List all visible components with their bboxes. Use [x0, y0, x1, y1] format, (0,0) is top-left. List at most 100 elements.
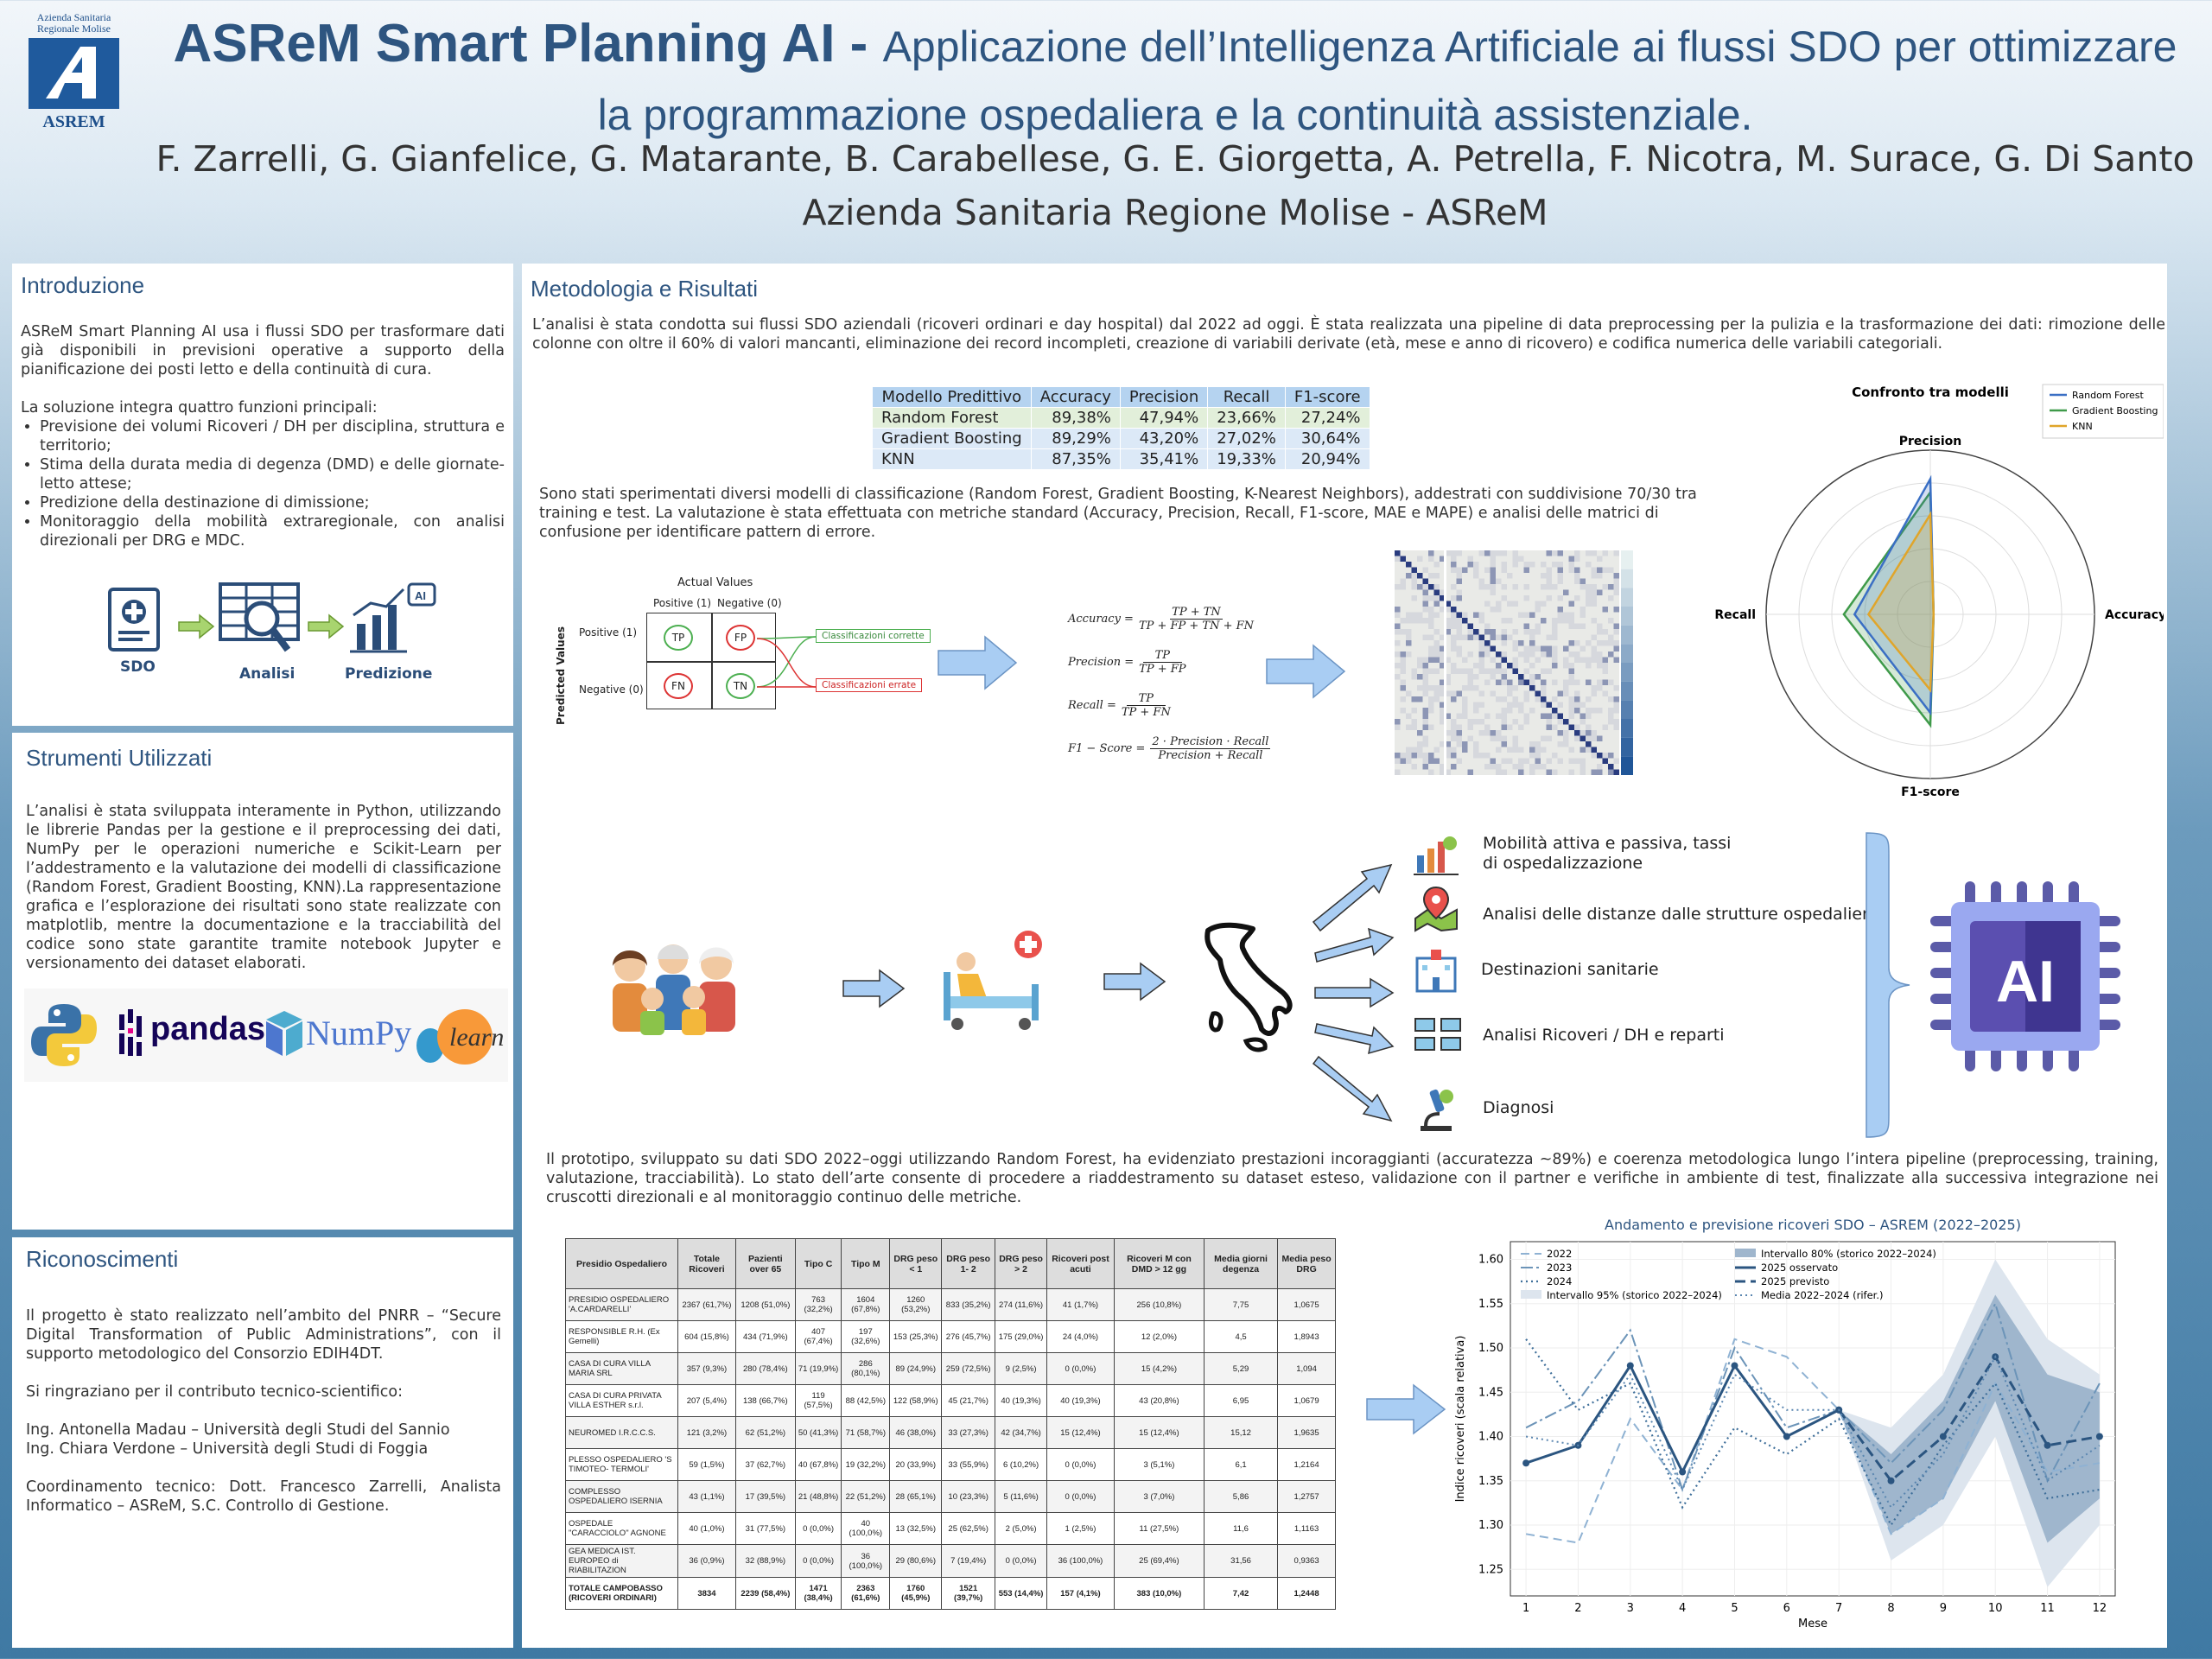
heatmap-cell [1467, 679, 1473, 685]
heatmap-cell [1613, 578, 1619, 584]
heatmap-cell [1400, 685, 1406, 691]
heatmap-cell [1422, 713, 1428, 719]
table-cell: 50 (41,3%) [794, 1416, 842, 1449]
heatmap-cell [1591, 612, 1597, 618]
heatmap-cell [1613, 567, 1619, 573]
logo-mark-icon [29, 38, 119, 109]
heatmap-cell [1518, 753, 1524, 759]
heatmap-cell [1467, 690, 1473, 696]
thanks-heading: Riconoscimenti [26, 1246, 179, 1272]
heatmap-cell [1428, 758, 1434, 764]
heatmap-cell [1608, 735, 1614, 741]
heatmap-cell [1440, 769, 1446, 775]
heatmap-cell [1602, 735, 1608, 741]
heatmap-cell [1490, 702, 1496, 708]
heatmap-cell [1541, 562, 1547, 568]
heatmap-cell [1395, 747, 1401, 753]
heatmap-cell [1586, 595, 1592, 601]
table-cell: CASA DI CURA PRIVATA VILLA ESTHER s.r.l. [565, 1384, 678, 1417]
heatmap-cell [1512, 730, 1518, 736]
heatmap-cell [1478, 623, 1484, 629]
heatmap-cell [1541, 735, 1547, 741]
heatmap-cell [1440, 601, 1446, 607]
heatmap-cell [1484, 618, 1491, 624]
heatmap-cell [1462, 753, 1468, 759]
heatmap-cell [1552, 724, 1558, 730]
ai-chip-label: AI [1996, 949, 2055, 1014]
heatmap-cell [1411, 562, 1417, 568]
radar-chart: Confronto tra modelliPrecisionAccuracyF1… [1714, 384, 2164, 799]
heatmap-cell [1574, 708, 1580, 714]
heatmap-cell [1523, 702, 1529, 708]
heatmap-cell [1496, 556, 1502, 562]
heatmap-cell [1496, 550, 1502, 556]
heatmap-cell [1501, 612, 1507, 618]
heatmap-cell [1484, 634, 1491, 640]
heatmap-cell [1546, 550, 1552, 556]
heatmap-cell [1456, 556, 1462, 562]
heatmap-cell [1445, 652, 1451, 658]
heatmap-cell [1428, 747, 1434, 753]
heatmap-cell [1591, 550, 1597, 556]
heatmap-cell [1591, 679, 1597, 685]
heatmap-cell [1602, 747, 1608, 753]
heatmap-cell [1484, 556, 1491, 562]
heatmap-cell [1580, 679, 1586, 685]
heatmap-cell [1529, 758, 1535, 764]
heatmap-cell [1518, 668, 1524, 674]
heatmap-cell [1512, 623, 1518, 629]
heatmap-cell [1563, 702, 1569, 708]
heatmap-cell [1462, 741, 1468, 747]
table-cell: 9 (2,5%) [995, 1352, 1048, 1385]
heatmap-cell [1557, 657, 1563, 663]
table-cell: 89,38% [1030, 407, 1121, 429]
table-cell: 36 (0,9%) [677, 1544, 736, 1578]
heatmap-cell [1395, 741, 1401, 747]
heatmap-cell [1574, 612, 1580, 618]
heatmap-cell [1433, 674, 1440, 680]
heatmap-cell [1602, 702, 1608, 708]
heatmap-cell [1568, 657, 1574, 663]
table-cell: 25 (62,5%) [941, 1512, 996, 1545]
legend-label: 2023 [1547, 1262, 1572, 1274]
heatmap-cell [1507, 589, 1513, 595]
heatmap-cell [1518, 657, 1524, 663]
heatmap-cell [1400, 607, 1406, 613]
table-cell: 89 (24,9%) [889, 1352, 943, 1385]
heatmap-cell [1478, 674, 1484, 680]
heatmap-cell [1546, 645, 1552, 652]
heatmap-cell [1529, 735, 1535, 741]
table-cell: RESPONSIBLE R.H. (Ex Gemelli) [565, 1320, 678, 1353]
table-cell: 434 (71,9%) [734, 1320, 796, 1353]
heatmap-cell [1433, 578, 1440, 584]
heatmap-cell [1597, 567, 1603, 573]
heatmap-cell [1541, 623, 1547, 629]
heatmap-cell [1411, 556, 1417, 562]
heatmap-cell [1428, 724, 1434, 730]
table-cell: 20 (33,9%) [889, 1448, 943, 1481]
heatmap-cell [1541, 584, 1547, 590]
pred-positive-label: Positive (1) [579, 626, 638, 639]
table-row: TOTALE CAMPOBASSO (RICOVERI ORDINARI) 383… [565, 1577, 1336, 1610]
heatmap-cell [1518, 562, 1524, 568]
heatmap-cell [1422, 702, 1428, 708]
heatmap-cell [1440, 735, 1446, 741]
heatmap-cell [1484, 601, 1491, 607]
heatmap-cell [1400, 612, 1406, 618]
heatmap-cell [1535, 696, 1541, 702]
heatmap-cell [1445, 764, 1451, 770]
heatmap-cell [1440, 668, 1446, 674]
heatmap-cell [1428, 685, 1434, 691]
heatmap-cell [1535, 764, 1541, 770]
heatmap-cell [1406, 612, 1412, 618]
heatmap-cell [1535, 747, 1541, 753]
heatmap-cell [1608, 601, 1614, 607]
model-table-col: Precision [1119, 386, 1209, 408]
heatmap-cell [1529, 674, 1535, 680]
heatmap-cell [1507, 607, 1513, 613]
heatmap-cell [1411, 567, 1417, 573]
table-cell: 5,86 [1203, 1480, 1279, 1513]
heatmap-cell [1597, 741, 1603, 747]
heatmap-cell [1400, 663, 1406, 669]
thanks-p1: Il progetto è stato realizzato nell’ambi… [26, 1307, 501, 1363]
